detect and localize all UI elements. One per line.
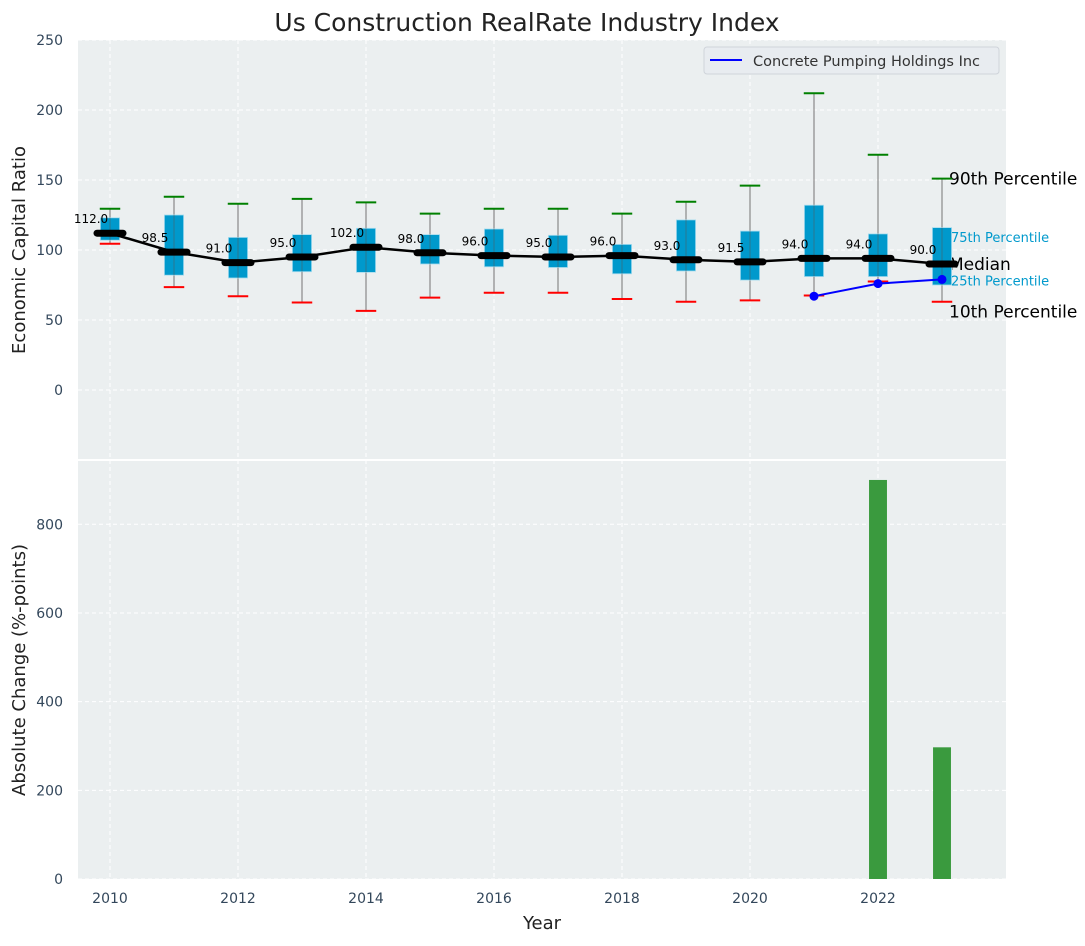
bottom-plot-bg (78, 461, 1006, 879)
xtick-label: 2014 (348, 891, 384, 907)
median-label: 91.5 (718, 241, 745, 255)
top-ytick-label: 200 (36, 103, 63, 119)
xtick-label: 2010 (92, 891, 128, 907)
top-ytick-label: 50 (45, 313, 63, 329)
median-label: 93.0 (654, 239, 681, 253)
percentile-annotation: 90th Percentile (949, 170, 1077, 190)
median-label: 112.0 (74, 212, 108, 226)
percentile-annotation: 75th Percentile (951, 231, 1049, 246)
median-label: 95.0 (526, 236, 553, 250)
bottom-ytick-label: 0 (54, 872, 63, 888)
median-label: 95.0 (270, 236, 297, 250)
top-ytick-label: 250 (36, 33, 63, 49)
xtick-label: 2016 (476, 891, 512, 907)
top-ylabel: Economic Capital Ratio (9, 146, 30, 354)
top-ytick-label: 0 (54, 383, 63, 399)
median-label: 96.0 (590, 235, 617, 249)
company-point (809, 291, 819, 301)
legend: Concrete Pumping Holdings Inc (703, 46, 1000, 75)
percentile-annotation: 25th Percentile (951, 274, 1049, 289)
bottom-ytick-label: 200 (36, 783, 63, 799)
change-bar (933, 747, 951, 879)
bottom-ytick-label: 600 (36, 606, 63, 622)
median-label: 98.0 (398, 232, 425, 246)
median-label: 90.0 (910, 243, 937, 257)
bottom-ytick-label: 400 (36, 695, 63, 711)
median-label: 96.0 (462, 235, 489, 249)
xtick-label: 2012 (220, 891, 256, 907)
company-point (937, 274, 947, 284)
percentile-annotation: Median (949, 255, 1011, 275)
company-point (873, 279, 883, 289)
bottom-ylabel: Absolute Change (%-points) (9, 544, 30, 796)
top-ytick-label: 100 (36, 243, 63, 259)
chart-title: Us Construction RealRate Industry Index (274, 8, 779, 37)
xtick-label: 2018 (604, 891, 640, 907)
median-label: 102.0 (330, 226, 364, 240)
xtick-label: 2022 (860, 891, 896, 907)
median-label: 98.5 (142, 231, 169, 245)
percentile-annotation: 10th Percentile (949, 303, 1077, 323)
legend-label: Concrete Pumping Holdings Inc (753, 54, 980, 70)
xtick-label: 2020 (732, 891, 768, 907)
bottom-ytick-label: 800 (36, 517, 63, 533)
change-bar (869, 479, 887, 879)
median-label: 91.0 (206, 242, 233, 256)
legend-box (703, 46, 1000, 75)
top-ytick-label: 150 (36, 173, 63, 189)
xlabel: Year (522, 913, 562, 934)
median-label: 94.0 (782, 237, 809, 251)
median-label: 94.0 (846, 237, 873, 251)
